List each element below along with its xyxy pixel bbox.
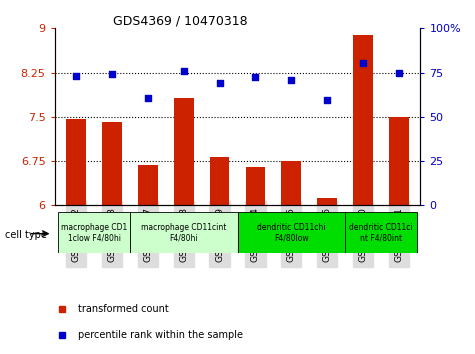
Bar — [209, 157, 229, 205]
Text: dendritic CD11chi
F4/80low: dendritic CD11chi F4/80low — [257, 223, 325, 242]
Point — [144, 95, 152, 101]
Text: transformed count: transformed count — [78, 304, 169, 314]
Text: percentile rank within the sample: percentile rank within the sample — [78, 330, 243, 339]
Point — [216, 80, 223, 85]
Point — [252, 74, 259, 80]
Bar — [246, 167, 266, 205]
Bar — [174, 98, 194, 205]
Bar — [238, 212, 345, 253]
Point — [359, 60, 367, 65]
Bar — [58, 212, 130, 253]
Text: GDS4369 / 10470318: GDS4369 / 10470318 — [113, 14, 248, 27]
Point — [72, 73, 80, 78]
Bar — [102, 121, 122, 205]
Text: dendritic CD11ci
nt F4/80int: dendritic CD11ci nt F4/80int — [349, 223, 413, 242]
Bar — [353, 35, 373, 205]
Text: cell type: cell type — [5, 230, 47, 240]
Point — [180, 68, 188, 74]
Bar — [317, 198, 337, 205]
Bar — [345, 212, 417, 253]
Point — [287, 78, 295, 83]
Point — [395, 70, 403, 75]
Point — [323, 97, 331, 103]
Text: macrophage CD11cint
F4/80hi: macrophage CD11cint F4/80hi — [141, 223, 227, 242]
Point — [108, 72, 116, 77]
Bar — [281, 161, 301, 205]
Bar — [389, 117, 408, 205]
Text: macrophage CD1
1clow F4/80hi: macrophage CD1 1clow F4/80hi — [61, 223, 127, 242]
Bar — [138, 165, 158, 205]
Bar — [66, 119, 86, 205]
Bar — [130, 212, 238, 253]
